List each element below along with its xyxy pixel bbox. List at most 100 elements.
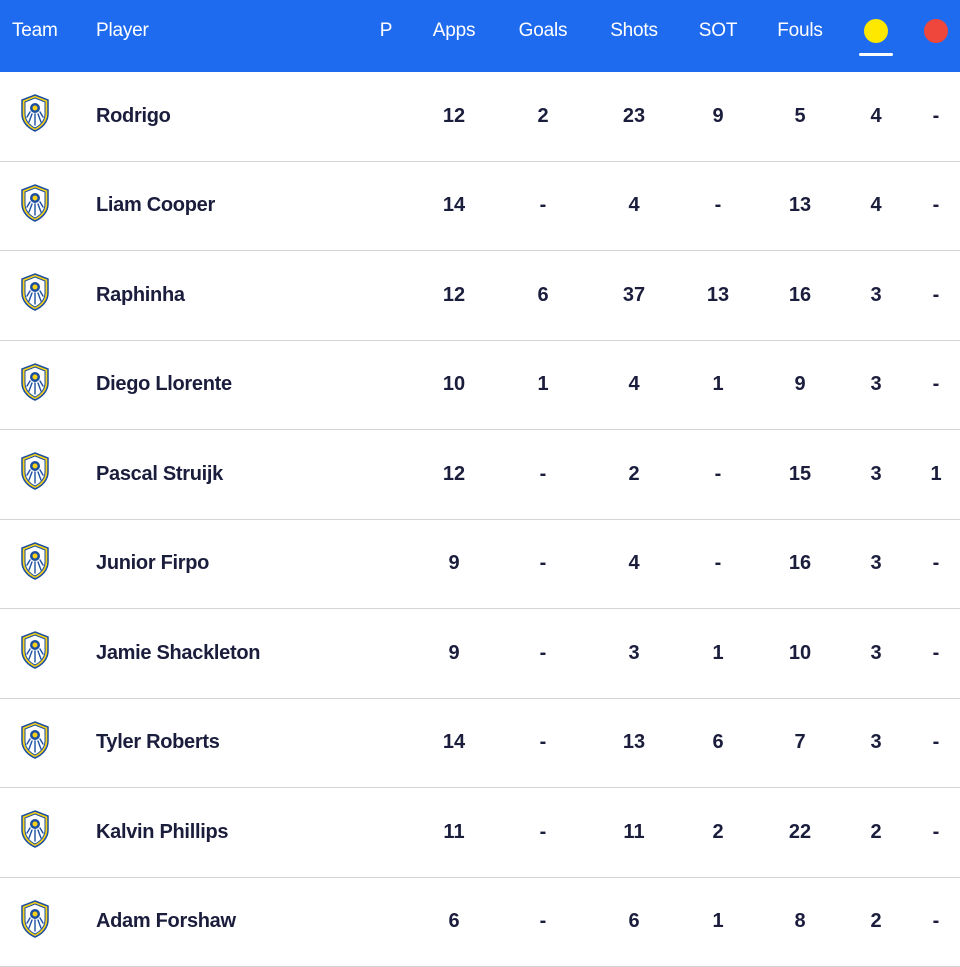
leeds-united-crest-icon — [20, 94, 50, 132]
column-header-player[interactable]: Player — [96, 0, 149, 62]
cell-shots: 37 — [594, 251, 674, 339]
table-row[interactable]: Rodrigo 12 2 23 9 5 4 - — [0, 72, 960, 162]
table-body: Rodrigo 12 2 23 9 5 4 - Liam Cooper 14 -… — [0, 72, 960, 967]
column-header-fouls[interactable]: Fouls — [760, 0, 840, 62]
cell-shots: 2 — [594, 430, 674, 518]
cell-goals: - — [503, 788, 583, 876]
cell-goals: - — [503, 162, 583, 250]
column-header-red-cards[interactable] — [916, 0, 956, 62]
cell-apps: 14 — [414, 162, 494, 250]
cell-fouls: 15 — [760, 430, 840, 518]
player-name[interactable]: Raphinha — [96, 251, 185, 339]
leeds-united-crest-icon — [20, 184, 50, 222]
cell-goals: - — [503, 430, 583, 518]
cell-sot: 6 — [678, 699, 758, 787]
player-name[interactable]: Diego Llorente — [96, 341, 232, 429]
cell-shots: 6 — [594, 878, 674, 966]
leeds-united-crest-icon — [20, 542, 50, 580]
player-name[interactable]: Tyler Roberts — [96, 699, 220, 787]
cell-goals: 6 — [503, 251, 583, 339]
red-card-icon — [924, 19, 948, 43]
cell-shots: 13 — [594, 699, 674, 787]
table-row[interactable]: Adam Forshaw 6 - 6 1 8 2 - — [0, 878, 960, 967]
cell-shots: 4 — [594, 341, 674, 429]
player-name[interactable]: Kalvin Phillips — [96, 788, 228, 876]
cell-apps: 6 — [414, 878, 494, 966]
cell-fouls: 7 — [760, 699, 840, 787]
cell-red-cards: - — [916, 699, 956, 787]
column-header-p[interactable]: P — [366, 0, 406, 62]
player-name[interactable]: Liam Cooper — [96, 162, 215, 250]
cell-sot: 1 — [678, 609, 758, 697]
cell-p — [366, 878, 406, 966]
cell-apps: 12 — [414, 430, 494, 518]
player-name[interactable]: Junior Firpo — [96, 520, 209, 608]
leeds-united-crest-icon — [20, 810, 50, 848]
table-row[interactable]: Pascal Struijk 12 - 2 - 15 3 1 — [0, 430, 960, 520]
cell-shots: 23 — [594, 72, 674, 160]
cell-fouls: 10 — [760, 609, 840, 697]
cell-goals: 2 — [503, 72, 583, 160]
cell-goals: - — [503, 878, 583, 966]
cell-sot: 13 — [678, 251, 758, 339]
leeds-united-crest-icon — [20, 721, 50, 759]
cell-red-cards: - — [916, 341, 956, 429]
cell-red-cards: - — [916, 251, 956, 339]
column-header-shots[interactable]: Shots — [594, 0, 674, 62]
table-row[interactable]: Liam Cooper 14 - 4 - 13 4 - — [0, 162, 960, 252]
sort-indicator — [859, 53, 893, 56]
column-header-sot[interactable]: SOT — [678, 0, 758, 62]
cell-fouls: 8 — [760, 878, 840, 966]
cell-shots: 4 — [594, 162, 674, 250]
player-name[interactable]: Rodrigo — [96, 72, 171, 160]
cell-sot: 9 — [678, 72, 758, 160]
cell-shots: 3 — [594, 609, 674, 697]
player-name[interactable]: Pascal Struijk — [96, 430, 223, 518]
cell-shots: 4 — [594, 520, 674, 608]
cell-red-cards: - — [916, 72, 956, 160]
table-row[interactable]: Junior Firpo 9 - 4 - 16 3 - — [0, 520, 960, 610]
cell-p — [366, 788, 406, 876]
table-row[interactable]: Raphinha 12 6 37 13 16 3 - — [0, 251, 960, 341]
cell-goals: - — [503, 699, 583, 787]
column-header-goals[interactable]: Goals — [503, 0, 583, 62]
cell-yellow-cards: 2 — [846, 878, 906, 966]
cell-sot: 2 — [678, 788, 758, 876]
table-row[interactable]: Diego Llorente 10 1 4 1 9 3 - — [0, 341, 960, 431]
cell-yellow-cards: 3 — [846, 699, 906, 787]
cell-apps: 12 — [414, 251, 494, 339]
table-row[interactable]: Tyler Roberts 14 - 13 6 7 3 - — [0, 699, 960, 789]
cell-apps: 9 — [414, 609, 494, 697]
cell-yellow-cards: 2 — [846, 788, 906, 876]
cell-goals: - — [503, 609, 583, 697]
cell-apps: 12 — [414, 72, 494, 160]
cell-goals: - — [503, 520, 583, 608]
cell-apps: 10 — [414, 341, 494, 429]
leeds-united-crest-icon — [20, 452, 50, 490]
cell-p — [366, 609, 406, 697]
cell-p — [366, 72, 406, 160]
cell-yellow-cards: 3 — [846, 520, 906, 608]
cell-sot: 1 — [678, 878, 758, 966]
player-name[interactable]: Jamie Shackleton — [96, 609, 260, 697]
cell-fouls: 16 — [760, 520, 840, 608]
cell-red-cards: 1 — [916, 430, 956, 518]
table-header: Team Player P Apps Goals Shots SOT Fouls — [0, 0, 960, 72]
cell-fouls: 5 — [760, 72, 840, 160]
cell-p — [366, 430, 406, 518]
player-name[interactable]: Adam Forshaw — [96, 878, 236, 966]
table-row[interactable]: Kalvin Phillips 11 - 11 2 22 2 - — [0, 788, 960, 878]
table-row[interactable]: Jamie Shackleton 9 - 3 1 10 3 - — [0, 609, 960, 699]
cell-yellow-cards: 3 — [846, 341, 906, 429]
cell-shots: 11 — [594, 788, 674, 876]
cell-yellow-cards: 3 — [846, 609, 906, 697]
leeds-united-crest-icon — [20, 363, 50, 401]
column-header-yellow-cards[interactable] — [846, 0, 906, 62]
cell-red-cards: - — [916, 609, 956, 697]
leeds-united-crest-icon — [20, 900, 50, 938]
column-header-apps[interactable]: Apps — [414, 0, 494, 62]
cell-p — [366, 520, 406, 608]
cell-p — [366, 162, 406, 250]
column-header-team[interactable]: Team — [12, 0, 58, 62]
cell-p — [366, 251, 406, 339]
